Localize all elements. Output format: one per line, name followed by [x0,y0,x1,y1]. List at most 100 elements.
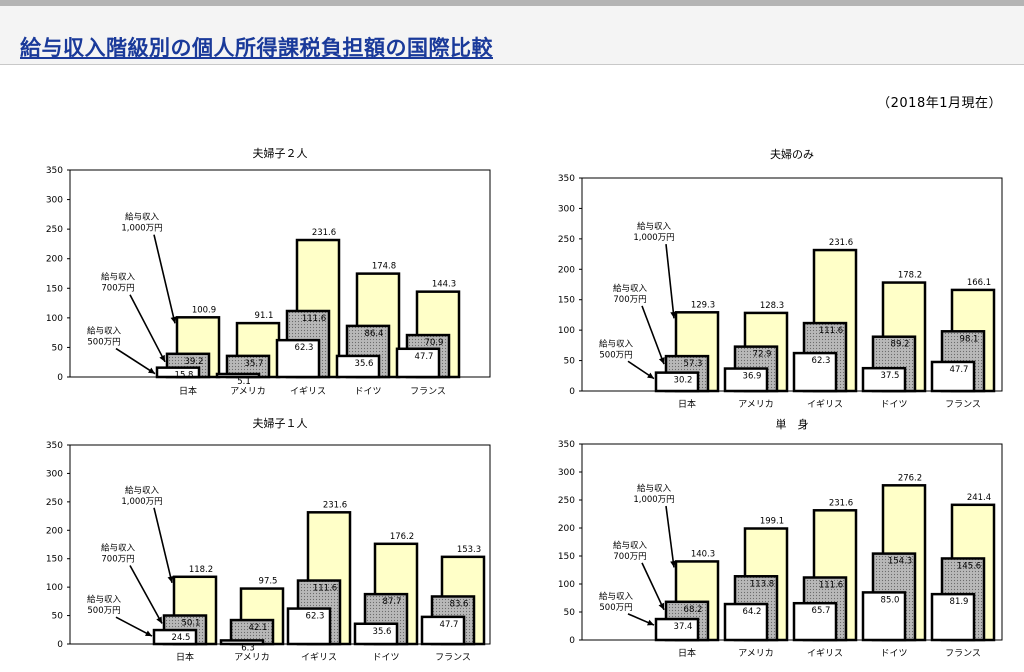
data-label-uk-low: 62.3 [306,612,325,622]
tier-label-high: 給与収入 [637,483,672,494]
tier-arrowhead-high [670,560,677,568]
bar-uk-low [792,351,838,393]
tier-label-low: 500万円 [87,606,120,616]
data-label-japan-low: 30.2 [674,376,693,386]
bar-france-low [395,347,441,379]
tier-label-high: 給与収入 [637,221,672,232]
tier-arrowhead-high [167,575,174,583]
tier-arrowhead-mid [658,357,665,365]
data-label-uk-low: 62.3 [812,356,831,366]
data-label-usa-high: 97.5 [259,577,278,587]
category-label-germany: ドイツ [880,400,907,410]
bar-uk-low [286,607,332,646]
data-label-germany-high: 276.2 [898,473,922,483]
bar-japan-low [654,617,700,642]
tier-arrowhead-low [647,372,654,379]
data-label-france-low: 47.7 [950,365,969,375]
category-label-germany: ドイツ [372,653,399,663]
tier-arrowhead-low [647,619,654,626]
data-label-uk-mid: 111.6 [302,314,326,324]
y-tick-label: 100 [558,580,575,590]
tier-arrow-mid [129,294,166,363]
chart-family-one-child: 夫婦子１人 0 50 100 150 200 250 300 350 118.2 50.1 24.5 日… [46,416,491,663]
y-tick-label: 100 [558,326,575,336]
y-tick-label: 50 [52,343,64,353]
data-label-uk-mid: 111.6 [819,581,843,591]
category-label-france: フランス [435,652,471,663]
y-tick-label: 350 [46,166,63,176]
data-label-germany-low: 35.6 [355,359,374,369]
tier-arrow-low [115,347,156,375]
data-label-germany-low: 35.6 [373,627,392,637]
tier-label-high: 給与収入 [125,485,160,496]
data-label-japan-mid: 68.2 [684,605,703,615]
data-label-france-low: 47.7 [440,620,459,630]
data-label-france-mid: 145.6 [957,561,981,571]
tier-label-low: 給与収入 [87,326,122,337]
category-label-japan: 日本 [678,647,696,659]
data-label-uk-high: 231.6 [829,498,853,508]
tier-label-low: 500万円 [599,350,632,360]
data-label-france-mid: 83.6 [450,599,469,609]
tier-arrow-mid [641,305,665,365]
data-label-usa-low: 36.9 [743,372,762,382]
category-label-uk: イギリス [301,652,337,663]
data-label-france-high: 166.1 [967,278,991,288]
category-label-usa: アメリカ [738,648,774,659]
page-title[interactable]: 給与収入階級別の個人所得課税負担額の国際比較 [20,36,493,60]
y-tick-label: 200 [46,255,63,265]
data-label-uk-mid: 111.6 [313,584,337,594]
y-tick-label: 0 [57,640,63,650]
y-tick-label: 50 [52,612,64,622]
data-label-uk-high: 231.6 [312,228,336,238]
y-tick-label: 0 [569,387,575,397]
y-tick-label: 250 [46,498,63,508]
y-tick-label: 150 [46,555,63,565]
bar-japan-low [654,371,700,393]
chart-couple-only: 夫婦のみ 0 50 100 150 200 250 300 350 129.3 57.3 30.2 日本… [558,147,1003,410]
category-label-japan: 日本 [678,398,696,410]
page-header: 給与収入階級別の個人所得課税負担額の国際比較 [0,6,1024,65]
data-label-france-high: 153.3 [457,545,481,555]
category-label-japan: 日本 [179,385,197,397]
tier-arrowhead-mid [658,602,665,610]
tier-label-mid: 給与収入 [101,542,136,553]
bar-germany-low [335,354,381,379]
data-label-japan-high: 140.3 [691,549,715,559]
data-label-usa-mid: 72.9 [753,350,772,360]
y-tick-label: 300 [558,204,575,214]
tier-label-mid: 700万円 [613,295,646,305]
data-label-france-mid: 70.9 [425,338,444,348]
tier-arrowhead-mid [159,354,165,362]
tier-label-mid: 700万円 [101,284,134,294]
y-tick-label: 350 [46,441,63,451]
bar-germany-low [353,622,399,646]
data-label-uk-mid: 111.6 [819,326,843,336]
category-label-germany: ドイツ [880,649,907,659]
chart-title: 夫婦のみ [770,147,814,161]
data-label-japan-high: 100.9 [192,305,216,315]
bar-usa-low [723,602,769,642]
y-tick-label: 100 [46,583,63,593]
bar-france-low [930,360,976,393]
data-label-germany-high: 176.2 [390,532,414,542]
data-label-japan-high: 118.2 [189,565,213,575]
data-label-france-high: 144.3 [432,280,456,290]
bar-usa-low [215,372,261,379]
tier-label-mid: 700万円 [613,552,646,562]
data-label-germany-high: 178.2 [898,271,922,281]
tier-arrow-high [665,505,675,568]
y-tick-label: 150 [558,552,575,562]
data-label-usa-low: 6.3 [241,643,255,653]
category-label-usa: アメリカ [230,386,266,397]
y-tick-label: 50 [564,357,576,367]
top-border [0,0,1024,6]
data-label-usa-mid: 35.7 [245,359,264,369]
plot-frame [581,177,1003,392]
tier-label-low: 給与収入 [599,591,634,602]
data-label-usa-high: 128.3 [760,301,784,311]
tier-arrow-low [115,616,153,637]
category-label-uk: イギリス [807,648,843,659]
bar-usa-low [219,639,265,646]
tier-label-high: 1,000万円 [633,495,674,505]
